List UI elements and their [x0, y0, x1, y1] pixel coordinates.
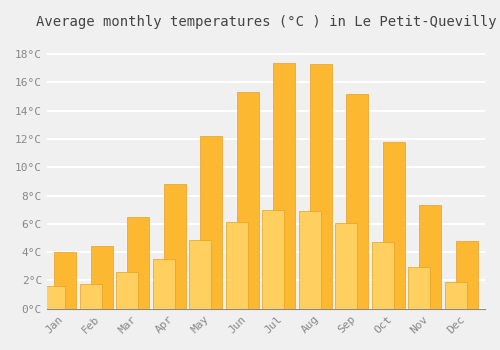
Bar [372, 242, 394, 309]
Bar [310, 64, 332, 309]
Bar [127, 217, 149, 309]
Bar [383, 142, 404, 309]
Bar [152, 259, 174, 309]
Bar [116, 272, 138, 309]
Bar [456, 241, 477, 309]
Bar [346, 94, 368, 309]
Bar [336, 223, 357, 309]
Title: Average monthly temperatures (°C ) in Le Petit-Quevilly: Average monthly temperatures (°C ) in Le… [36, 15, 496, 29]
Bar [420, 205, 441, 309]
Bar [54, 252, 76, 309]
Bar [408, 267, 430, 309]
Bar [262, 210, 284, 309]
Bar [236, 92, 258, 309]
Bar [80, 284, 102, 309]
Bar [299, 211, 320, 309]
Bar [273, 63, 295, 309]
Bar [445, 282, 466, 309]
Bar [190, 240, 211, 309]
Bar [164, 184, 186, 309]
Bar [200, 136, 222, 309]
Bar [43, 286, 65, 309]
Bar [90, 246, 112, 309]
Bar [226, 222, 248, 309]
